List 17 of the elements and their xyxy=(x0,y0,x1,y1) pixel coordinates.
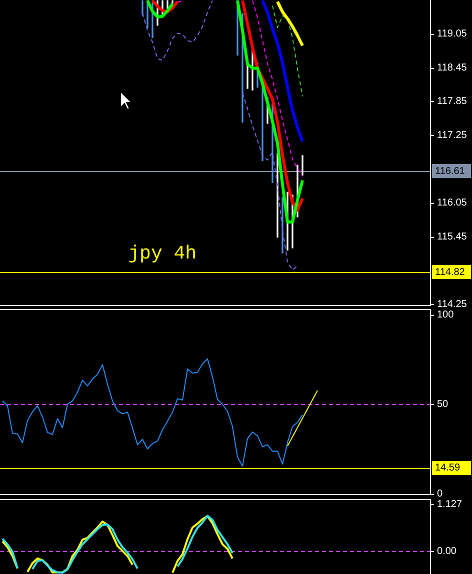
y-tick-label: 50 xyxy=(437,399,449,410)
y-tick-label: 117.85 xyxy=(437,96,468,108)
y-tick-label: 0 xyxy=(437,488,443,500)
y-tick-label: 115.45 xyxy=(437,231,468,242)
y-tick-label: 118.45 xyxy=(437,62,468,74)
y-tick-label: 114.25 xyxy=(437,299,468,310)
y-tick-label: 116.05 xyxy=(437,198,468,209)
y-tick-label: 117.25 xyxy=(437,130,468,141)
y-tick-label: 119.05 xyxy=(437,28,468,40)
annotation: jpy 4h xyxy=(128,242,197,265)
ref-line-label: 116.61 xyxy=(435,166,466,178)
y-tick-label: 100 xyxy=(437,310,454,321)
ref-line-label: 14.59 xyxy=(435,462,460,474)
ref-line-label: 114.82 xyxy=(435,266,466,278)
y-tick-label: 0.00 xyxy=(437,546,457,558)
line-series xyxy=(272,5,303,97)
y-tick-label: 1.127 xyxy=(437,498,462,510)
